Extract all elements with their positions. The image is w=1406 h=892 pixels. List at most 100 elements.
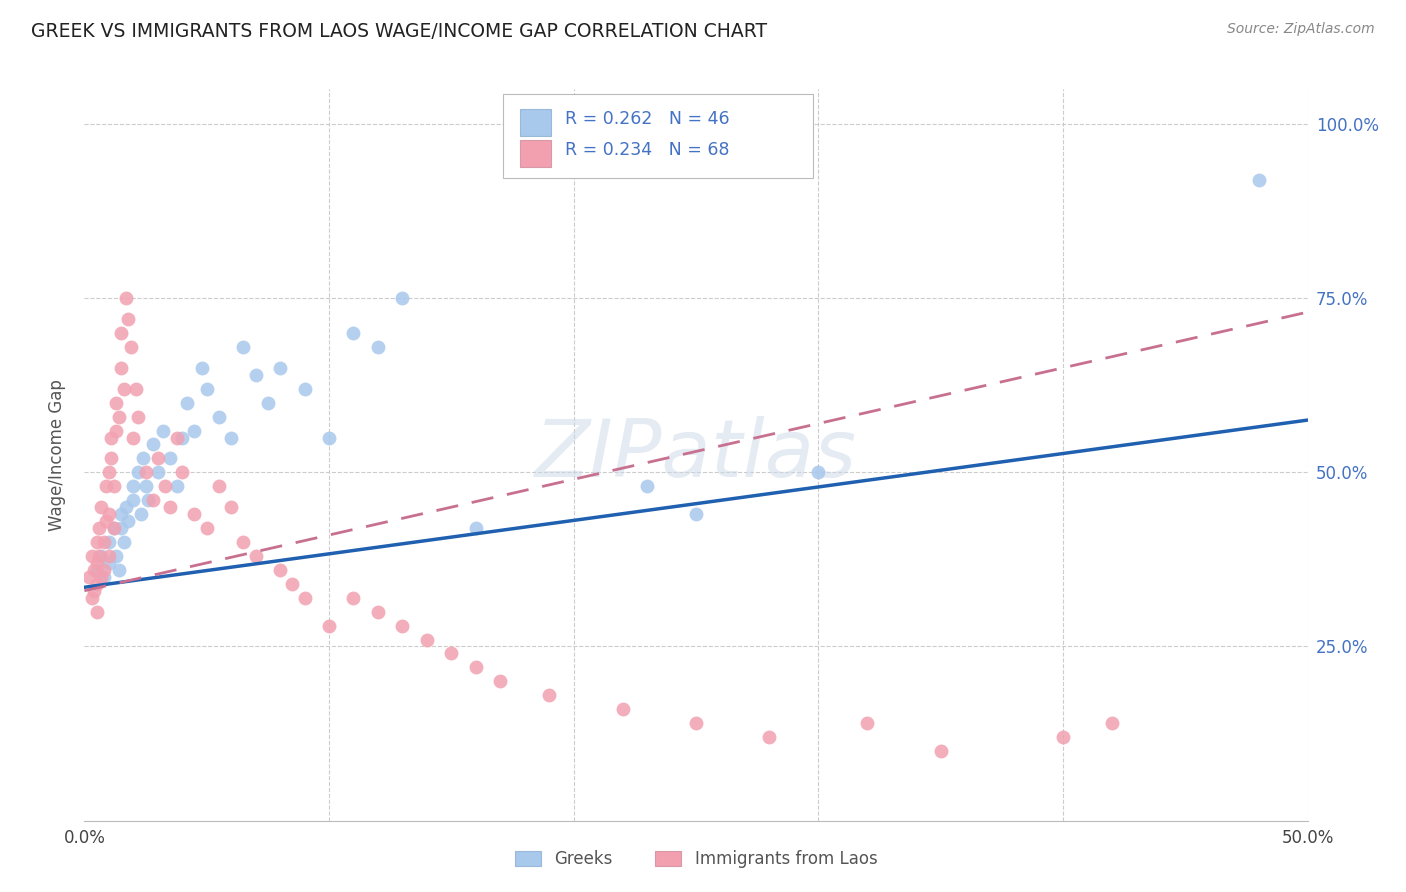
Point: [367, 340, 389, 354]
Point: [208, 479, 231, 493]
Point: [440, 647, 463, 661]
Point: [195, 382, 218, 396]
Text: R = 0.262   N = 46: R = 0.262 N = 46: [565, 110, 730, 128]
Point: [96, 514, 118, 528]
Point: [86, 535, 108, 549]
Point: [97, 556, 120, 570]
Point: [929, 744, 952, 758]
Point: [86, 576, 108, 591]
Point: [245, 368, 267, 382]
Point: [294, 591, 316, 605]
Point: [86, 605, 108, 619]
Point: [232, 535, 254, 549]
Point: [416, 632, 439, 647]
Point: [464, 660, 486, 674]
Point: [172, 430, 194, 444]
Point: [807, 466, 830, 480]
Point: [159, 451, 181, 466]
Point: [83, 583, 105, 598]
Point: [208, 409, 231, 424]
Point: [856, 716, 879, 731]
Legend: Greeks, Immigrants from Laos: Greeks, Immigrants from Laos: [508, 843, 884, 874]
Point: [86, 556, 108, 570]
Point: [142, 437, 165, 451]
Text: GREEK VS IMMIGRANTS FROM LAOS WAGE/INCOME GAP CORRELATION CHART: GREEK VS IMMIGRANTS FROM LAOS WAGE/INCOM…: [31, 22, 768, 41]
Point: [90, 570, 112, 584]
Point: [77, 570, 100, 584]
Point: [93, 563, 115, 577]
Point: [120, 340, 142, 354]
Point: [122, 430, 145, 444]
Y-axis label: Wage/Income Gap: Wage/Income Gap: [48, 379, 66, 531]
Point: [1052, 730, 1074, 744]
Point: [122, 493, 145, 508]
Point: [464, 521, 486, 535]
Point: [1247, 173, 1270, 187]
Point: [136, 493, 159, 508]
Point: [636, 479, 658, 493]
Point: [105, 395, 128, 409]
Point: [97, 466, 120, 480]
Point: [135, 466, 157, 480]
Point: [87, 521, 110, 535]
Point: [176, 395, 198, 409]
Point: [97, 507, 120, 521]
Point: [110, 326, 132, 340]
Point: [115, 291, 138, 305]
Point: [90, 549, 112, 563]
Point: [159, 500, 181, 515]
Point: [294, 382, 316, 396]
Point: [112, 535, 135, 549]
Point: [245, 549, 267, 563]
Point: [146, 451, 169, 466]
Point: [110, 507, 132, 521]
Point: [318, 618, 340, 632]
Point: [281, 576, 304, 591]
Point: [105, 549, 128, 563]
Point: [127, 409, 149, 424]
Point: [100, 451, 122, 466]
Point: [93, 570, 115, 584]
Text: R = 0.234   N = 68: R = 0.234 N = 68: [565, 141, 730, 159]
Point: [97, 535, 120, 549]
Point: [685, 716, 707, 731]
Point: [191, 360, 214, 375]
Point: [612, 702, 634, 716]
Point: [90, 500, 112, 515]
Point: [538, 688, 561, 702]
Point: [105, 424, 128, 438]
Point: [127, 466, 149, 480]
Point: [110, 521, 132, 535]
Point: [195, 521, 218, 535]
Text: ZIPatlas: ZIPatlas: [534, 416, 858, 494]
Point: [87, 549, 110, 563]
Point: [129, 507, 152, 521]
Point: [146, 466, 169, 480]
Point: [758, 730, 780, 744]
Point: [80, 591, 103, 605]
Point: [391, 618, 413, 632]
Point: [269, 563, 291, 577]
Point: [232, 340, 254, 354]
Point: [219, 430, 242, 444]
Point: [685, 507, 707, 521]
Point: [97, 549, 120, 563]
Point: [183, 424, 205, 438]
Point: [80, 549, 103, 563]
Point: [142, 493, 165, 508]
Point: [135, 479, 157, 493]
Point: [125, 382, 148, 396]
Point: [83, 563, 105, 577]
Point: [103, 521, 125, 535]
Point: [103, 521, 125, 535]
Point: [219, 500, 242, 515]
Point: [117, 514, 139, 528]
Point: [489, 674, 512, 689]
Point: [86, 563, 108, 577]
Point: [257, 395, 280, 409]
Point: [183, 507, 205, 521]
Point: [1101, 716, 1123, 731]
Point: [107, 409, 129, 424]
Point: [172, 466, 194, 480]
Point: [115, 500, 138, 515]
